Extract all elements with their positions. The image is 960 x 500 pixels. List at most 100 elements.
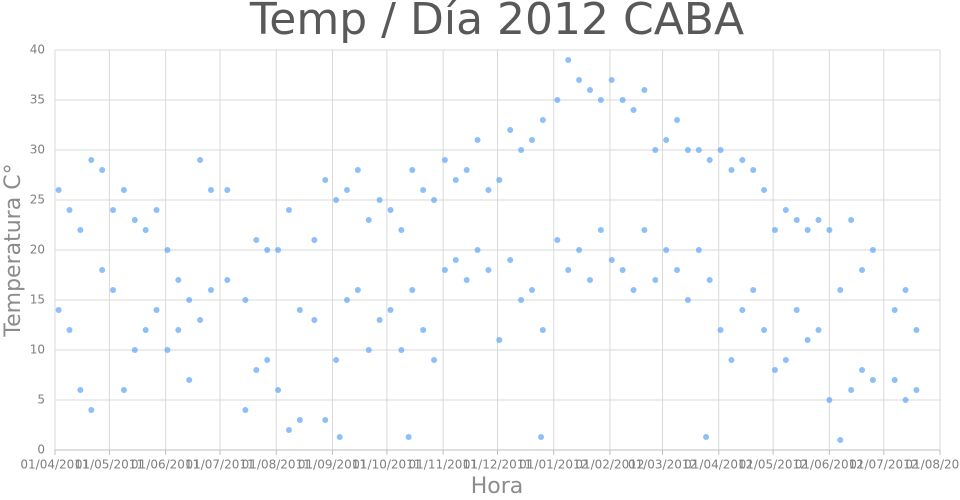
point xyxy=(619,267,626,273)
point xyxy=(474,137,481,143)
point xyxy=(630,107,637,113)
point xyxy=(619,97,626,103)
point xyxy=(175,277,182,283)
point xyxy=(110,207,117,213)
point xyxy=(782,357,789,363)
point xyxy=(77,387,84,393)
point xyxy=(663,247,670,253)
y-tick-label: 0 xyxy=(37,443,45,457)
point xyxy=(55,187,62,193)
point xyxy=(224,277,231,283)
y-tick-label: 10 xyxy=(30,343,45,357)
point xyxy=(891,377,898,383)
point xyxy=(815,217,822,223)
point xyxy=(674,117,681,123)
point xyxy=(684,147,691,153)
point xyxy=(485,267,492,273)
point xyxy=(296,307,303,313)
point xyxy=(913,387,920,393)
point xyxy=(641,227,648,233)
point xyxy=(322,417,329,423)
x-tick-label: 01/05/2012 xyxy=(739,458,808,472)
point xyxy=(224,187,231,193)
y-tick-label: 20 xyxy=(30,243,45,257)
point xyxy=(539,327,546,333)
y-axis-label: Temperatura C° xyxy=(1,163,26,337)
point xyxy=(782,207,789,213)
point xyxy=(518,147,525,153)
point xyxy=(652,277,659,283)
y-tick-label: 15 xyxy=(30,293,45,307)
point xyxy=(242,407,249,413)
point xyxy=(771,227,778,233)
point xyxy=(333,357,340,363)
point xyxy=(750,287,757,293)
point xyxy=(554,237,561,243)
point xyxy=(77,227,84,233)
point xyxy=(576,77,583,83)
point xyxy=(420,187,427,193)
point xyxy=(197,157,204,163)
x-tick-label: 01/10/2011 xyxy=(352,458,421,472)
point xyxy=(441,157,448,163)
x-tick-label: 01/07/2011 xyxy=(185,458,254,472)
point xyxy=(496,177,503,183)
point xyxy=(913,327,920,333)
point xyxy=(652,147,659,153)
point xyxy=(398,347,405,353)
x-tick-label: 01/06/2011 xyxy=(131,458,200,472)
point xyxy=(684,297,691,303)
point xyxy=(452,257,459,263)
point xyxy=(528,287,535,293)
x-tick-label: 01/12/2011 xyxy=(463,458,532,472)
point xyxy=(597,227,604,233)
point xyxy=(771,367,778,373)
point xyxy=(131,217,138,223)
x-tick-label: 01/08/2012 xyxy=(905,458,960,472)
point xyxy=(703,434,710,440)
point xyxy=(474,247,481,253)
point xyxy=(376,197,383,203)
point xyxy=(586,277,593,283)
point xyxy=(343,187,350,193)
point xyxy=(55,307,62,313)
point xyxy=(869,247,876,253)
point xyxy=(641,87,648,93)
point xyxy=(496,337,503,343)
point xyxy=(441,267,448,273)
point xyxy=(365,347,372,353)
y-tick-label: 5 xyxy=(37,393,45,407)
point xyxy=(565,267,572,273)
point xyxy=(728,167,735,173)
point xyxy=(826,227,833,233)
point xyxy=(706,277,713,283)
point xyxy=(409,167,416,173)
point xyxy=(120,187,127,193)
point xyxy=(420,327,427,333)
point xyxy=(164,247,171,253)
x-tick-label: 01/04/2011 xyxy=(20,458,89,472)
point xyxy=(66,207,73,213)
point xyxy=(717,327,724,333)
point xyxy=(311,317,318,323)
point xyxy=(793,307,800,313)
point xyxy=(66,327,73,333)
point xyxy=(354,167,361,173)
point xyxy=(538,434,545,440)
point xyxy=(848,387,855,393)
point xyxy=(848,217,855,223)
point xyxy=(131,347,138,353)
point xyxy=(322,177,329,183)
x-tick-label: 01/07/2012 xyxy=(849,458,918,472)
point xyxy=(120,387,127,393)
point xyxy=(728,357,735,363)
point xyxy=(518,297,525,303)
y-tick-label: 35 xyxy=(30,93,45,107)
point xyxy=(387,307,394,313)
point xyxy=(507,257,514,263)
point xyxy=(804,227,811,233)
point xyxy=(253,237,260,243)
point xyxy=(398,227,405,233)
point xyxy=(891,307,898,313)
point xyxy=(837,287,844,293)
